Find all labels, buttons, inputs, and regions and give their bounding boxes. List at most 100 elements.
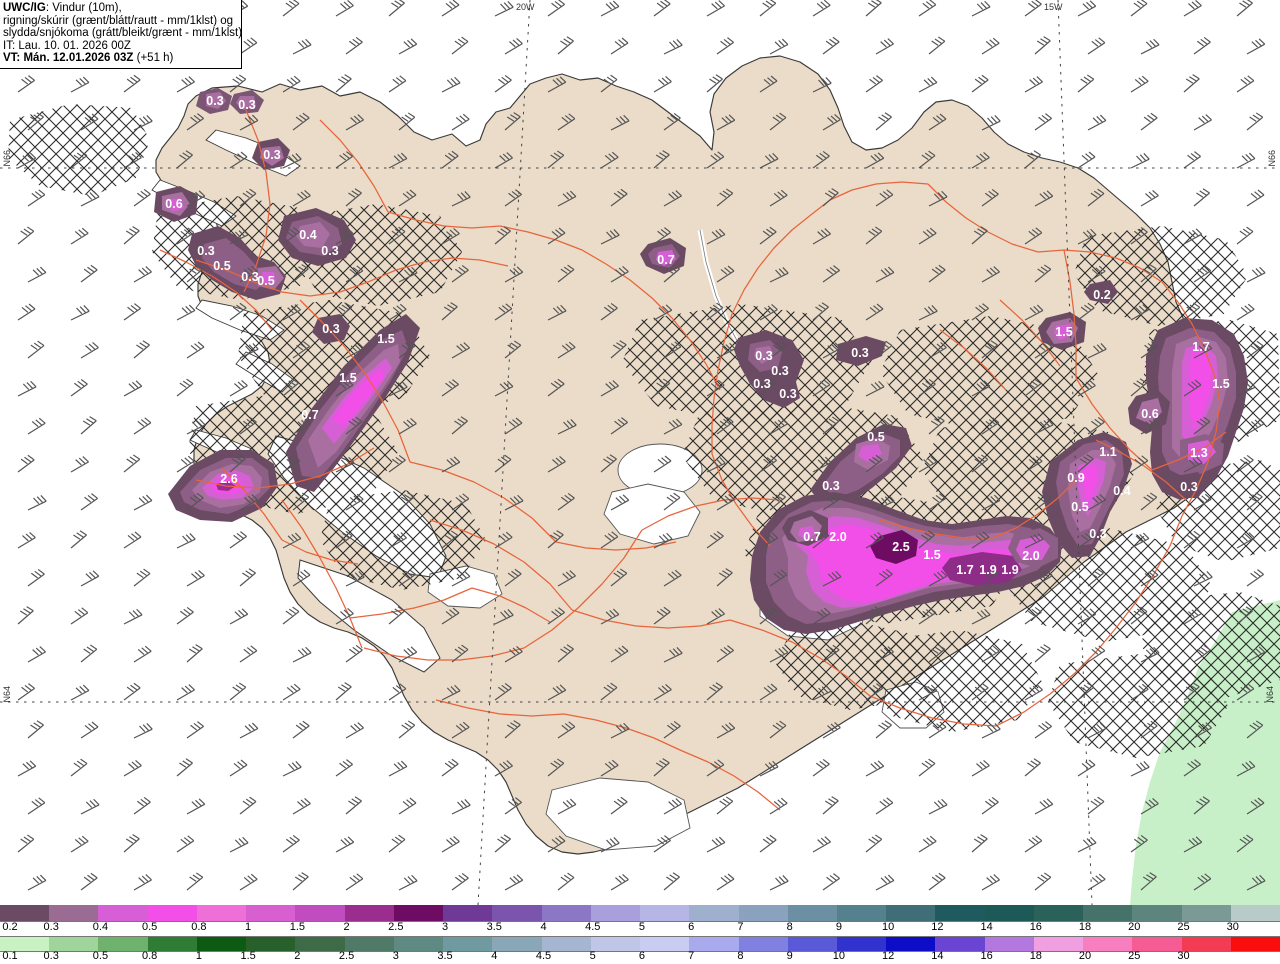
precip-value-label: 0.5 (1071, 500, 1089, 514)
colorbar-swatch (246, 905, 296, 921)
precip-value-label: 0.2 (1093, 288, 1111, 302)
precip-value-label: 1.5 (377, 332, 395, 346)
colorbar-swatch (147, 937, 197, 951)
colorbar-tick-label: 5 (589, 950, 596, 962)
colorbar-swatch (787, 937, 837, 951)
colorbar-tick-label: 3 (392, 950, 399, 962)
colorbar-tick-label: 0.1 (2, 950, 18, 962)
precip-value-label: 2.5 (892, 540, 910, 554)
colorbar-swatch (98, 937, 148, 951)
precip-value-label: 2.6 (220, 472, 238, 486)
colorbar-tick-label: 5 (638, 921, 646, 933)
graticule-label-n64-left: N64 (2, 686, 12, 703)
colorbar-tick-label: 2.5 (338, 950, 355, 962)
colorbar-tick-label: 6 (638, 950, 646, 962)
header-line-snow: slydda/snjókoma (grátt/bleikt/grænt - mm… (3, 27, 243, 40)
precip-value-label: 0.3 (1180, 480, 1198, 494)
colorbar-swatch (1230, 937, 1280, 951)
precip-value-label: 0.3 (755, 349, 773, 363)
colorbar-snow[interactable] (0, 905, 1280, 922)
precip-value-label: 0.3 (197, 244, 215, 258)
colorbar-swatch (492, 905, 542, 921)
colorbar-tick-label: 4 (491, 950, 498, 962)
precip-value-label: 2.0 (1022, 549, 1040, 563)
colorbar-swatch (1230, 905, 1280, 921)
colorbar-swatch (590, 905, 641, 921)
colorbar-tick-label: 25 (1128, 950, 1141, 962)
colorbar-tick-label: 8 (737, 950, 744, 962)
colorbar-swatch (787, 905, 837, 921)
colorbar-tick-label: 3.5 (486, 921, 502, 933)
colorbar-tick-label: 9 (786, 950, 793, 962)
it-value: Lau. 10. 01. 2026 00Z (18, 39, 131, 52)
colorbar-swatch (1181, 905, 1231, 921)
colorbar-swatch (196, 937, 247, 951)
colorbar-swatch (935, 937, 985, 951)
colorbar-swatch (738, 905, 788, 921)
colorbar-tick-label: 20 (1128, 921, 1141, 933)
colorbar-swatch (1083, 937, 1133, 951)
vt-label: VT: (3, 52, 21, 65)
colorbar-tick-label: 12 (931, 921, 944, 933)
vt-lead: (+51 h) (136, 52, 174, 65)
colorbar-tick-label: 14 (980, 921, 993, 933)
colorbar-tick-label: 8 (786, 921, 793, 933)
colorbar-tick-label: 2.5 (388, 921, 404, 933)
colorbar-tick-label: 14 (931, 950, 944, 962)
precip-value-label: 1.5 (1212, 377, 1230, 391)
forecast-info-box: UWC/IG: Vindur (10m), rigning/skúrir (gr… (0, 0, 242, 69)
graticule-label-n66-left: N66 (2, 150, 12, 167)
precip-value-label: 0.3 (822, 479, 840, 493)
colorbar-swatch (590, 937, 641, 951)
colorbar-swatch (738, 937, 788, 951)
colorbar-legend: 0.2 0.3 0.4 0.5 0.8 1 1.5 2 2.5 3 3.5 4 4.5 5 6 7 8 9 10 12… (0, 905, 1280, 962)
precip-value-label: 0.3 (263, 148, 281, 162)
precip-value-label: 0.3 (753, 377, 771, 391)
colorbar-swatch (640, 937, 690, 951)
precip-value-label: 0.9 (1067, 471, 1085, 485)
precip-value-label: 2.0 (829, 530, 847, 544)
precip-value-label: 0.3 (206, 94, 224, 108)
colorbar-swatch (1181, 937, 1231, 951)
colorbar-tick-label: 12 (881, 950, 895, 962)
colorbar-tick-label: 16 (980, 950, 993, 962)
colorbar-tick-label: 10 (832, 950, 846, 962)
colorbar-swatch (443, 905, 493, 921)
colorbar-tick-label: 0.8 (142, 950, 158, 962)
graticule-label-15w: 15W (1044, 2, 1063, 12)
colorbar-swatch (541, 905, 591, 921)
colorbar-tick-label: 25 (1177, 921, 1190, 933)
colorbar-tick-label: 1.5 (289, 921, 305, 933)
colorbar-rain[interactable] (0, 936, 1280, 952)
colorbar-tick-label: 6 (688, 921, 695, 933)
precip-value-label: 0.6 (1141, 407, 1159, 421)
colorbar-swatch (147, 905, 197, 921)
colorbar-tick-label: 4.5 (585, 921, 601, 933)
precip-value-label: 0.5 (213, 259, 231, 273)
precip-value-label: 0.3 (771, 364, 789, 378)
colorbar-tick-label: 2 (294, 950, 301, 962)
precip-value-label: 1.7 (956, 563, 974, 577)
precip-value-label: 0.3 (321, 244, 339, 258)
colorbar-swatch (98, 905, 148, 921)
precip-value-label: 0.5 (257, 274, 275, 288)
colorbar-swatch (836, 937, 887, 951)
colorbar-tick-label: 18 (1029, 950, 1042, 962)
map-canvas[interactable]: 20W 15W N66 N66 N64 N64 0.3 0.3 0.3 0.6 0.3 0… (0, 0, 1280, 905)
colorbar-swatch (344, 905, 394, 921)
precip-value-label: 0.7 (657, 253, 675, 267)
colorbar-tick-label: 0.8 (191, 921, 207, 933)
colorbar-swatch (1083, 905, 1133, 921)
colorbar-swatch (0, 905, 50, 921)
colorbar-tick-label: 0.3 (43, 921, 59, 933)
graticule-label-20w: 20W (516, 2, 535, 12)
colorbar-swatch (393, 905, 444, 921)
colorbar-swatch (49, 905, 99, 921)
precip-value-label: 1.3 (1190, 446, 1208, 460)
colorbar-tick-label: 1.5 (240, 950, 256, 962)
colorbar-tick-label: 7 (737, 921, 744, 933)
vt-value: Mán. 12.01.2026 03Z (23, 52, 134, 65)
colorbar-swatch (984, 937, 1034, 951)
header-line-rain: rigning/skúrir (grænt/blátt/rautt - mm/1… (3, 14, 234, 27)
it-label: IT: (3, 39, 16, 52)
